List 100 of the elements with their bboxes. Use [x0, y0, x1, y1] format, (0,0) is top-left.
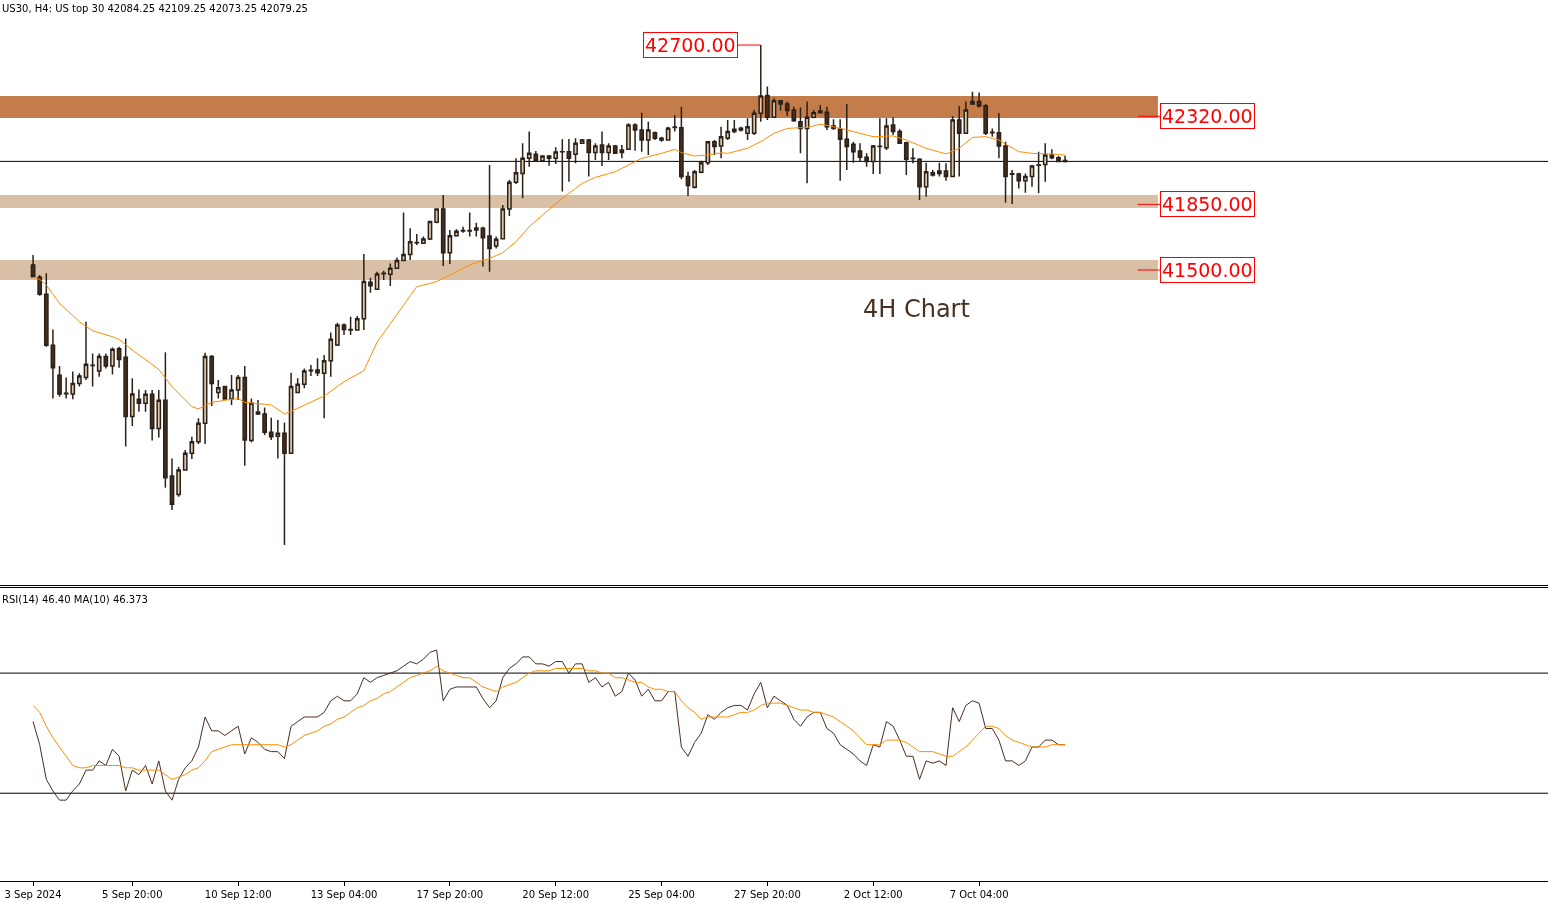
candlestick [745, 117, 750, 141]
candlestick [136, 388, 142, 413]
x-tick-label: 3 Sep 2024 [4, 889, 62, 900]
candlestick [817, 104, 823, 114]
candlestick [606, 142, 611, 161]
candlestick [421, 235, 426, 245]
candlestick [50, 328, 56, 400]
candlestick [659, 135, 664, 143]
candlestick [255, 399, 261, 416]
chart-title: RSI(14) 46.40 MA(10) 46.373 [2, 594, 148, 605]
candlestick [116, 345, 122, 369]
candlestick [143, 389, 148, 413]
candlestick [897, 128, 903, 145]
candlestick [1036, 150, 1041, 195]
candlestick [989, 127, 995, 138]
candlestick [937, 162, 942, 178]
candlestick [546, 155, 552, 167]
annotation: 4H Chart [863, 295, 970, 323]
candlestick [679, 105, 684, 180]
candlestick [487, 164, 492, 273]
line-series [32, 123, 1066, 415]
candlestick [454, 228, 459, 238]
candlestick [672, 114, 678, 133]
candlestick [315, 357, 320, 377]
candlestick [910, 147, 916, 165]
candlestick [30, 254, 36, 279]
candlestick [566, 138, 572, 183]
candlestick [169, 457, 175, 511]
candlestick [110, 346, 115, 376]
candlestick [778, 99, 783, 112]
candlestick [57, 365, 62, 398]
candlestick [798, 106, 803, 155]
candlestick [593, 142, 598, 161]
x-tick-label: 10 Sep 12:00 [204, 889, 272, 900]
candlestick [712, 139, 717, 156]
x-tick-label: 20 Sep 12:00 [522, 889, 590, 900]
candlestick [811, 109, 817, 120]
candlestick [83, 320, 89, 381]
x-tick-label: 17 Sep 20:00 [416, 889, 484, 900]
candlestick [639, 111, 645, 153]
candlestick [725, 119, 731, 141]
candlestick [573, 137, 578, 165]
candlestick [917, 157, 922, 201]
candlestick [202, 351, 208, 445]
candlestick [129, 377, 135, 427]
x-tick-label: 2 Oct 12:00 [843, 889, 903, 900]
candlestick [970, 90, 975, 105]
candlestick [1003, 141, 1008, 204]
x-tick-label: 25 Sep 04:00 [628, 889, 695, 900]
candlestick [90, 352, 95, 388]
candlestick [282, 421, 287, 546]
candlestick [249, 397, 254, 444]
candlestick [1062, 155, 1068, 164]
candlestick [851, 141, 856, 164]
candlestick [765, 85, 770, 121]
candlestick [123, 337, 129, 448]
chart-title: US30, H4: US top 30 42084.25 42109.25 42073.25 42079.25 [2, 3, 308, 14]
candlestick [645, 120, 651, 156]
candlestick [341, 322, 347, 336]
candlestick [857, 142, 863, 163]
candlestick [480, 225, 486, 268]
candlestick [348, 315, 353, 336]
y-tick-label: 42320.00 [1162, 105, 1253, 127]
candlestick [460, 225, 466, 234]
candlestick [553, 146, 559, 165]
candlestick [632, 122, 638, 152]
candlestick [976, 91, 982, 109]
candlestick [599, 130, 605, 167]
candlestick [1056, 155, 1061, 163]
candlestick [467, 211, 473, 238]
candlestick [626, 122, 631, 151]
candlestick [473, 221, 479, 238]
candlestick [692, 169, 697, 190]
candlestick [1023, 172, 1028, 194]
candlestick [513, 157, 519, 185]
candlestick [335, 321, 340, 347]
candlestick [77, 372, 82, 388]
x-tick-label: 27 Sep 20:00 [734, 889, 801, 900]
candlestick [685, 171, 691, 197]
candlestick [215, 379, 221, 400]
candlestick [163, 351, 168, 489]
candlestick [176, 465, 181, 498]
candlestick [665, 126, 671, 142]
candlestick [943, 162, 949, 182]
candlestick [824, 105, 830, 131]
candlestick [229, 374, 234, 406]
candlestick [308, 364, 314, 377]
x-tick-label: 13 Sep 04:00 [310, 889, 378, 900]
candlestick [559, 138, 565, 193]
y-tick-label: 41850.00 [1162, 193, 1253, 215]
candlestick [804, 100, 810, 185]
x-tick-label: 7 Oct 04:00 [949, 889, 1009, 900]
candlestick [983, 103, 989, 136]
annotation: 42700.00 [645, 34, 736, 56]
candlestick [903, 141, 909, 176]
candlestick [884, 117, 889, 151]
candlestick [1029, 164, 1035, 188]
candlestick [540, 154, 545, 162]
candlestick [209, 354, 215, 407]
candlestick [295, 377, 301, 394]
